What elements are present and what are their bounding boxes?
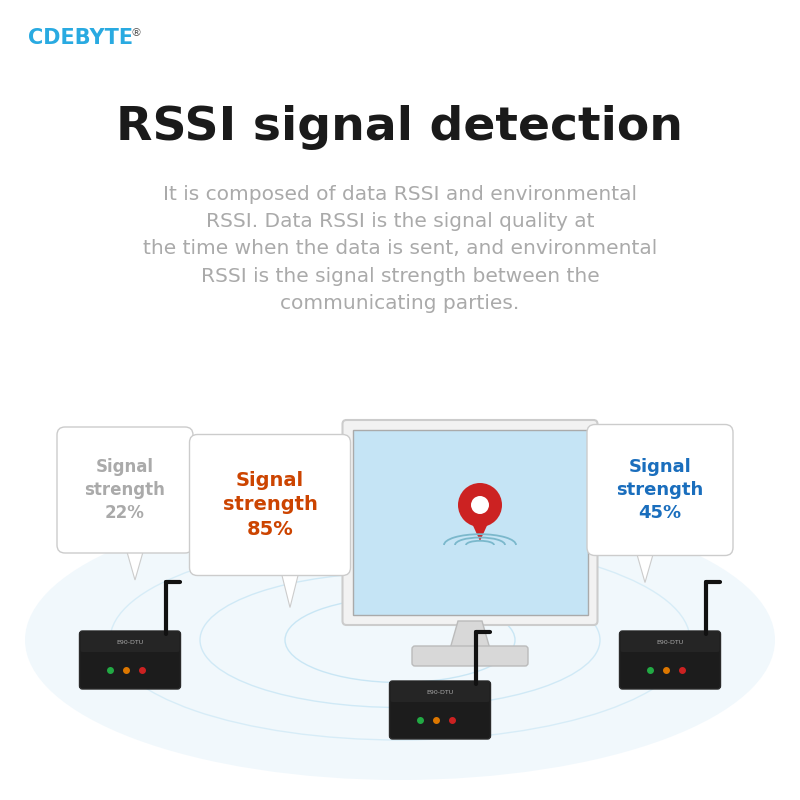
FancyBboxPatch shape: [81, 632, 179, 652]
FancyBboxPatch shape: [353, 430, 587, 615]
Text: It is composed of data RSSI and environmental
RSSI. Data RSSI is the signal qual: It is composed of data RSSI and environm…: [143, 185, 657, 313]
Ellipse shape: [25, 500, 775, 780]
Text: CDEBYTE: CDEBYTE: [28, 28, 133, 48]
Text: Signal
strength
45%: Signal strength 45%: [616, 458, 704, 522]
Circle shape: [458, 483, 502, 527]
Text: E90-DTU: E90-DTU: [116, 639, 144, 645]
FancyBboxPatch shape: [412, 646, 528, 666]
Circle shape: [471, 496, 489, 514]
FancyBboxPatch shape: [57, 427, 193, 553]
Text: ®: ®: [130, 28, 141, 38]
Text: RSSI signal detection: RSSI signal detection: [117, 105, 683, 150]
FancyBboxPatch shape: [79, 631, 181, 689]
Polygon shape: [125, 545, 145, 580]
Polygon shape: [450, 621, 490, 649]
FancyBboxPatch shape: [621, 632, 719, 652]
Text: E90-DTU: E90-DTU: [656, 639, 684, 645]
Text: Signal
strength
85%: Signal strength 85%: [222, 471, 318, 538]
FancyBboxPatch shape: [390, 681, 490, 739]
FancyBboxPatch shape: [619, 631, 721, 689]
FancyBboxPatch shape: [342, 420, 598, 625]
Polygon shape: [635, 547, 655, 582]
Text: E90-DTU: E90-DTU: [426, 690, 454, 694]
Polygon shape: [470, 519, 490, 541]
FancyBboxPatch shape: [390, 682, 490, 702]
FancyBboxPatch shape: [587, 425, 733, 555]
Polygon shape: [280, 567, 300, 607]
FancyBboxPatch shape: [190, 434, 350, 575]
Text: Signal
strength
22%: Signal strength 22%: [85, 458, 166, 522]
